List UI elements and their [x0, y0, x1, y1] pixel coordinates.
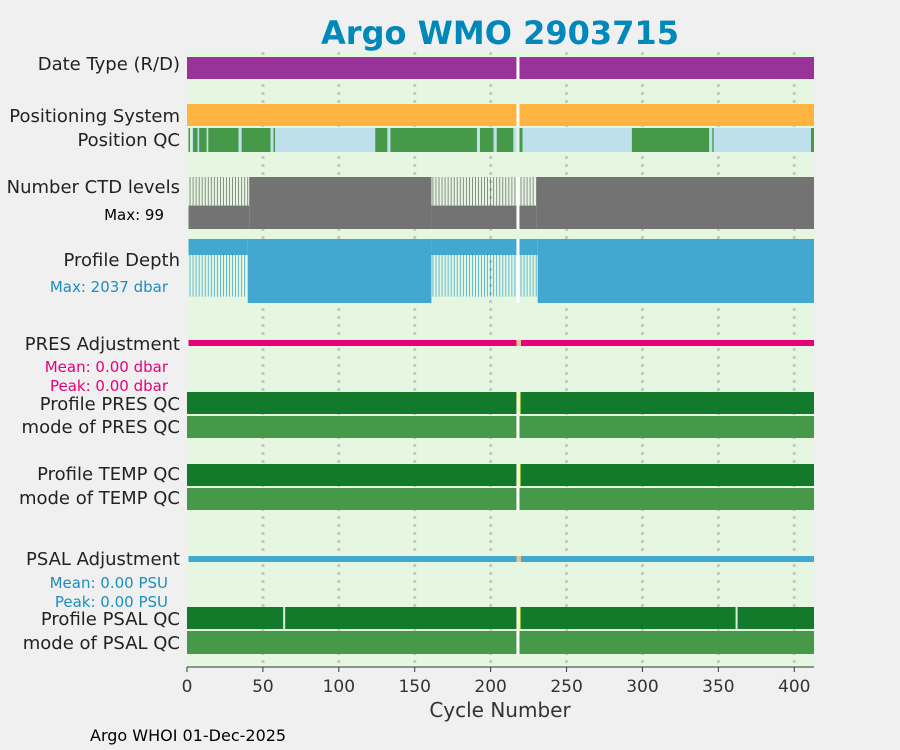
position-qc-segment: [188, 128, 191, 152]
position-qc-segment: [493, 128, 497, 152]
gap-marker: [516, 607, 520, 629]
x-tick-label: 300: [626, 677, 658, 697]
level-bar-ctd_levels: [249, 177, 432, 229]
position-qc-segment: [193, 128, 198, 152]
pres-mean-label: Mean: 0.00 dbar: [45, 358, 169, 376]
row-label-position_qc: Position QC: [77, 130, 180, 151]
level-bar-ctd_levels: [431, 205, 537, 229]
position-qc-segment: [197, 128, 200, 152]
row-label-pres_adjustment: PRES Adjustment: [25, 334, 180, 355]
gap-marker: [516, 57, 520, 79]
row-label-positioning_system: Positioning System: [9, 106, 180, 127]
x-tick-label: 50: [252, 677, 274, 697]
position-qc-segment: [241, 128, 271, 152]
position-qc-segment: [390, 128, 477, 152]
position-qc-segment: [631, 128, 710, 152]
footer-credit: Argo WHOI 01-Dec-2025: [90, 726, 286, 745]
row-label-date_type: Date Type (R/D): [38, 54, 180, 75]
qc-bar-profile_psal_qc: [187, 607, 814, 629]
x-tick-label: 150: [398, 677, 430, 697]
position-qc-segment: [275, 128, 376, 152]
chart-title: Argo WMO 2903715: [321, 14, 679, 52]
gap-marker: [516, 488, 520, 510]
position-qc-segment: [480, 128, 494, 152]
position-qc-segment: [238, 128, 242, 152]
position-qc-segment: [522, 128, 632, 152]
row-label-mode_psal_qc: mode of PSAL QC: [23, 633, 180, 654]
level-bar-ctd_levels: [188, 205, 250, 229]
row-label-profile_psal_qc: Profile PSAL QC: [41, 609, 180, 630]
gap-marker: [516, 464, 520, 486]
position-qc-segment: [206, 128, 209, 152]
x-tick-label: 0: [182, 677, 193, 697]
qc-bar-profile_pres_qc: [187, 392, 814, 414]
qc-bar-profile_temp_qc: [187, 464, 814, 486]
position-qc-segment: [712, 128, 714, 152]
position-qc-segment: [496, 128, 514, 152]
psal-peak-label: Peak: 0.00 PSU: [55, 593, 168, 611]
level-bar-profile_depth: [537, 239, 814, 303]
psal-mean-label: Mean: 0.00 PSU: [50, 574, 168, 592]
position-qc-segment: [519, 128, 523, 152]
adjustment-gap: [516, 556, 521, 562]
row-label-profile_pres_qc: Profile PRES QC: [40, 394, 180, 415]
position-qc-segment: [713, 128, 811, 152]
x-tick-label: 400: [778, 677, 810, 697]
adjustment-line-pres_adjustment: [188, 340, 814, 346]
x-tick-label: 350: [702, 677, 734, 697]
gap-marker: [516, 631, 520, 654]
row-labels: Date Type (R/D) Positioning System Positio…: [7, 54, 180, 654]
data-marks: [187, 57, 814, 654]
position-qc-segment: [387, 128, 391, 152]
gap-marker: [516, 392, 520, 414]
x-axis: 0 50 100 150 200 250 300 350 400: [182, 666, 814, 697]
pres-peak-label: Peak: 0.00 dbar: [50, 377, 169, 395]
position-qc-segment: [270, 128, 274, 152]
level-bar-profile_depth: [247, 239, 432, 303]
gap-marker-yellow: [518, 392, 521, 414]
x-tick-label: 250: [550, 677, 582, 697]
grid-lines: [261, 52, 796, 667]
gap-marker-yellow: [518, 607, 521, 629]
level-bar-ctd_levels: [536, 177, 814, 229]
gap-marker: [516, 104, 520, 126]
position-qc-segment: [199, 128, 207, 152]
position-qc-segment: [273, 128, 276, 152]
row-label-profile_depth: Profile Depth: [63, 250, 180, 271]
row-label-mode_temp_qc: mode of TEMP QC: [19, 488, 180, 509]
gap-marker: [516, 416, 520, 438]
position-qc-segment: [208, 128, 239, 152]
qc-bar-mode_pres_qc: [187, 416, 814, 438]
position-qc-segment: [191, 128, 194, 152]
row-label-profile_temp_qc: Profile TEMP QC: [37, 464, 180, 485]
gap-marker: [516, 239, 520, 303]
bar-positioning_system: [187, 104, 814, 126]
row-label-ctd_levels: Number CTD levels: [7, 177, 180, 198]
gap-marker: [516, 177, 520, 229]
x-tick-label: 200: [474, 677, 506, 697]
row-label-psal_adjustment: PSAL Adjustment: [26, 549, 180, 570]
ctd-max-label: Max: 99: [104, 206, 164, 224]
position-qc-segment: [375, 128, 388, 152]
qc-bar-mode_temp_qc: [187, 488, 814, 510]
position-qc-segment: [709, 128, 713, 152]
row-label-mode_pres_qc: mode of PRES QC: [22, 417, 180, 438]
position-qc-segment: [810, 128, 814, 152]
qc-gap: [283, 607, 286, 629]
adjustment-gap: [516, 340, 521, 346]
position-qc-segment: [513, 128, 517, 152]
plot-area: [187, 52, 814, 667]
gap-marker-yellow: [518, 464, 521, 486]
qc-bar-mode_psal_qc: [187, 631, 814, 654]
position-qc-segment: [476, 128, 481, 152]
x-axis-label: Cycle Number: [429, 698, 571, 722]
qc-gap: [735, 607, 738, 629]
x-tick-label: 100: [323, 677, 355, 697]
bar-date_type: [187, 57, 814, 79]
adjustment-line-psal_adjustment: [188, 556, 814, 562]
depth-max-label: Max: 2037 dbar: [50, 278, 169, 296]
